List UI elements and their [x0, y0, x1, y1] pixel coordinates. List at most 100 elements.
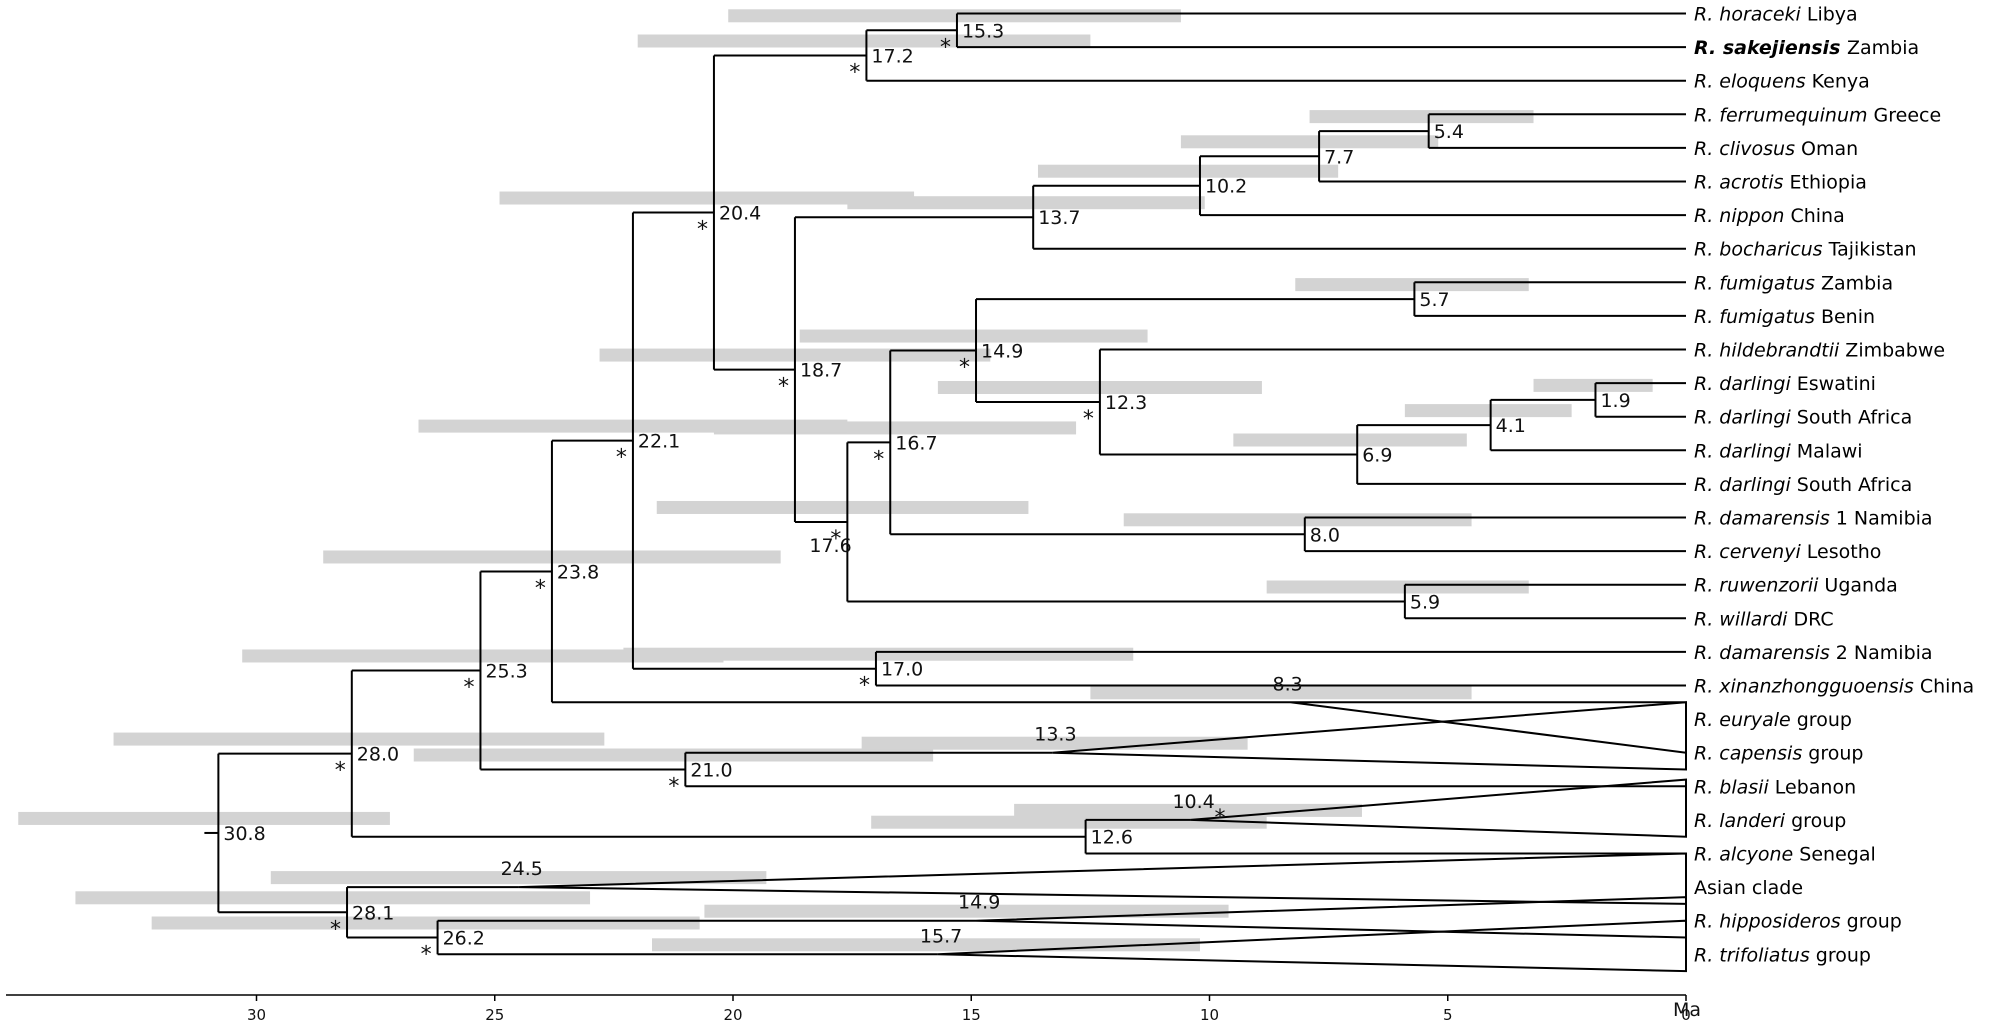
ci-bar-n23 — [242, 649, 724, 663]
ci-bar-n25 — [113, 732, 605, 746]
tip-label-part: damarensis — [1719, 508, 1836, 530]
tip-label-part: acrotis — [1719, 172, 1789, 194]
support-star-n27: * — [330, 917, 341, 942]
tip-label-part: R. — [1694, 541, 1719, 563]
tip-label-2: R. eloquens Kenya — [1694, 71, 1870, 93]
support-star-n1: * — [940, 35, 951, 60]
tip-label-17: R. ruwenzorii Uganda — [1694, 575, 1898, 597]
collapsed-clade-c-landeri — [1190, 778, 1687, 838]
ci-bar-n22 — [413, 748, 934, 762]
node-age-labels: 15.3 * 17.2 * 5.4 7.7 10.2 13.7 20.4 * 5.7 1.9 4.1 6.… — [223, 20, 1630, 967]
ci-bar-n5 — [1037, 164, 1339, 178]
node-age-n12: 12.3 — [1105, 392, 1147, 414]
tip-label-part: xinanzhongguoensis — [1718, 676, 1920, 698]
tip-label-part: R. — [1694, 642, 1719, 664]
tip-label-part: ferrumequinum — [1719, 104, 1873, 126]
tip-label-26: Asian clade — [1694, 877, 1803, 899]
tip-label-20: R. xinanzhongguoensis China — [1694, 676, 1974, 698]
support-star-n26: * — [421, 943, 432, 968]
tip-label-part: Uganda — [1824, 575, 1897, 597]
tip-label-part: Ethiopia — [1789, 172, 1866, 194]
ci-bar-c-capensis — [861, 736, 1248, 750]
tip-label-part: damarensis — [1719, 642, 1836, 664]
tip-label-10: R. hildebrandtii Zimbabwe — [1694, 340, 1945, 362]
ci-bar-n14 — [1123, 513, 1472, 527]
node-age-n6: 13.7 — [1038, 207, 1080, 229]
tip-label-7: R. bocharicus Tajikistan — [1694, 239, 1917, 261]
tip-label-part: euryale — [1719, 709, 1796, 731]
node-age-n14: 8.0 — [1310, 524, 1340, 546]
node-age-n23: 25.3 — [485, 660, 527, 682]
tip-label-part: R. — [1694, 340, 1719, 362]
ci-bar-n9 — [1533, 378, 1653, 392]
ci-bar-c-asian — [270, 871, 767, 885]
node-age-n22: 21.0 — [690, 760, 732, 782]
tip-label-28: R. trifoliatus group — [1694, 944, 1871, 966]
node-age-n5: 10.2 — [1205, 176, 1247, 198]
node-age-n19: 17.0 — [881, 659, 923, 681]
tip-label-part: group — [1791, 810, 1846, 832]
node-age-n8: 5.7 — [1419, 289, 1449, 311]
tip-label-part: horaceki — [1719, 4, 1807, 26]
tip-label-14: R. darlingi South Africa — [1694, 474, 1912, 496]
tip-label-part: bocharicus — [1719, 239, 1828, 261]
tip-label-part: R. — [1694, 239, 1719, 261]
tip-label-part: R. — [1694, 138, 1719, 160]
ci-bar-n7 — [499, 191, 915, 205]
tip-label-part: darlingi — [1719, 440, 1797, 462]
tip-label-part: fumigatus — [1719, 272, 1821, 294]
node-age-c-euryale: 8.3 — [1273, 673, 1303, 695]
ci-bar-n27 — [75, 891, 591, 905]
tip-label-part: R. — [1694, 810, 1719, 832]
tip-label-part: willardi — [1719, 608, 1793, 630]
tip-label-part: 1 Namibia — [1836, 508, 1933, 530]
ci-bar-n28 — [18, 811, 390, 825]
tip-label-15: R. damarensis 1 Namibia — [1694, 508, 1933, 530]
node-age-n4: 7.7 — [1324, 146, 1354, 168]
axis-tick-label-20: 20 — [723, 1006, 742, 1022]
support-star-n23: * — [463, 675, 474, 700]
tip-label-part: group — [1816, 944, 1871, 966]
tip-label-part: Lesotho — [1807, 541, 1882, 563]
support-star-n19: * — [859, 674, 870, 699]
collapsed-clade-c-asian — [518, 852, 1687, 905]
tip-label-part: Eswatini — [1797, 373, 1876, 395]
node-age-n15: 16.7 — [895, 432, 937, 454]
confidence-interval-bars — [18, 9, 1653, 952]
node-age-n17: 17.6 — [809, 535, 851, 557]
ci-bar-n8 — [1295, 278, 1529, 292]
ci-bar-n16 — [1266, 580, 1529, 594]
tip-label-part: cervenyi — [1719, 541, 1807, 563]
tip-label-part: Zambia — [1821, 272, 1893, 294]
axis-unit-label: Ma — [1673, 999, 1701, 1021]
tip-label-part: R. — [1694, 743, 1719, 765]
axis-tick-label-15: 15 — [962, 1006, 981, 1022]
ci-bar-n2 — [637, 34, 1091, 48]
support-star-n2: * — [849, 61, 860, 86]
node-age-n18: 18.7 — [800, 360, 842, 382]
tip-label-part: R. — [1694, 407, 1719, 429]
node-age-c-asian: 24.5 — [501, 858, 543, 880]
node-age-n28: 30.8 — [223, 823, 265, 845]
ci-bar-n17 — [656, 500, 1029, 514]
tip-label-part: R. — [1694, 440, 1719, 462]
node-age-c-hipposideros: 14.9 — [958, 892, 1000, 914]
node-age-n24: 12.6 — [1091, 827, 1133, 849]
tip-label-part: hipposideros — [1719, 911, 1846, 933]
tip-label-part: group — [1847, 911, 1902, 933]
node-age-n7: 20.4 — [719, 203, 761, 225]
tip-label-part: Greece — [1874, 104, 1942, 126]
tip-label-part: R. — [1694, 205, 1719, 227]
node-age-n20: 22.1 — [638, 431, 680, 453]
support-star-n17: * — [830, 527, 841, 552]
tip-label-6: R. nippon China — [1694, 205, 1845, 227]
node-age-n13: 14.9 — [981, 341, 1023, 363]
tip-label-part: Malawi — [1797, 440, 1863, 462]
node-age-n25: 28.0 — [357, 744, 399, 766]
tip-label-part: sakejiensis — [1723, 37, 1847, 59]
tip-label-part: R. — [1694, 508, 1719, 530]
tip-label-12: R. darlingi South Africa — [1694, 407, 1912, 429]
tip-label-part: Zimbabwe — [1845, 340, 1945, 362]
collapsed-clade-c-euryale — [1290, 701, 1687, 754]
support-star-c-landeri: * — [1214, 806, 1225, 831]
